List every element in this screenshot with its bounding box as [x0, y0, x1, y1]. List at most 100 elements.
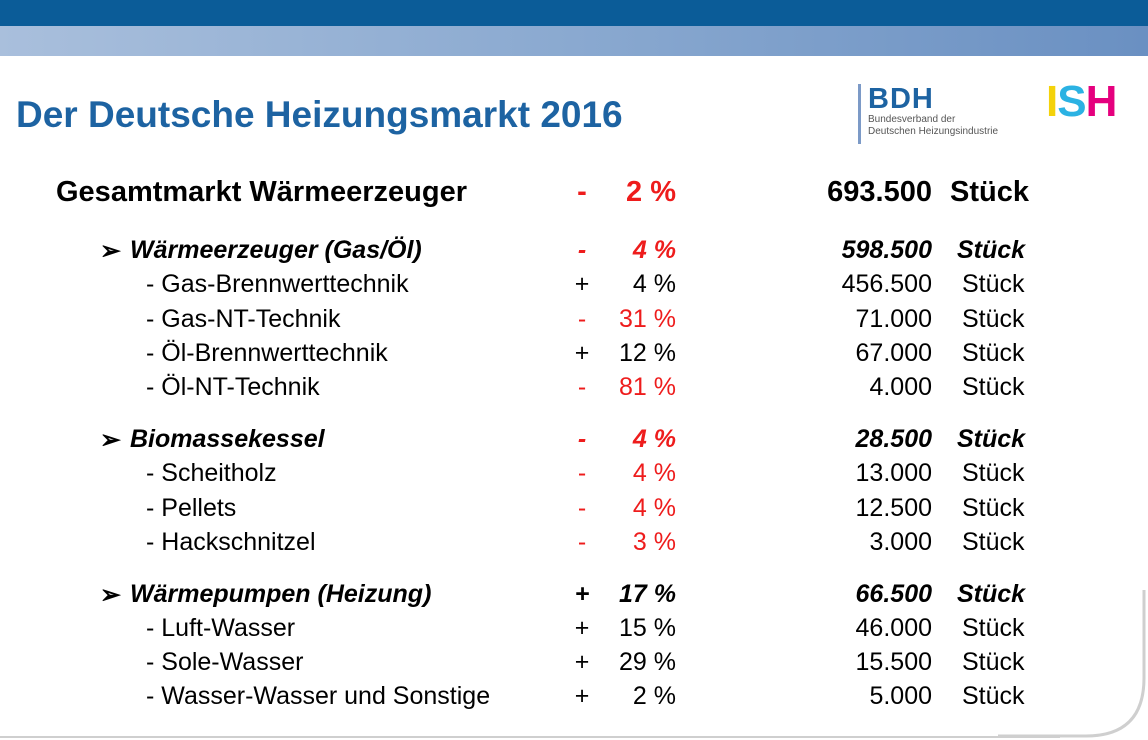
- total-unit: Stück: [950, 176, 1029, 208]
- header-band: [0, 0, 1148, 26]
- item-qty: 456.500: [841, 270, 932, 298]
- group-pct: 4 %: [632, 425, 676, 453]
- item-row: - Gas-NT-Technik - 31 % 71.000 Stück: [0, 305, 1148, 339]
- item-unit: Stück: [962, 682, 1025, 710]
- item-unit: Stück: [962, 459, 1025, 487]
- group-label: Wärmeerzeuger (Gas/Öl): [130, 236, 422, 264]
- arrow-bullet-icon: ➢: [100, 581, 121, 609]
- ish-logo-s: S: [1057, 77, 1086, 126]
- bdh-logo-subtitle-2: Deutschen Heizungsindustrie: [868, 126, 999, 137]
- item-label: - Luft-Wasser: [146, 614, 296, 642]
- item-row: - Sole-Wasser + 29 % 15.500 Stück: [0, 648, 1148, 682]
- item-row: - Pellets - 4 % 12.500 Stück: [0, 494, 1148, 528]
- item-pct: 4 %: [632, 494, 676, 522]
- item-qty: 12.500: [855, 494, 932, 522]
- item-unit: Stück: [962, 494, 1025, 522]
- item-qty: 3.000: [869, 528, 932, 556]
- item-sign: -: [577, 494, 587, 522]
- item-label: - Scheitholz: [146, 459, 277, 487]
- item-qty: 71.000: [855, 305, 932, 333]
- ish-logo-h: H: [1085, 77, 1118, 126]
- item-unit: Stück: [962, 614, 1025, 642]
- item-pct: 81 %: [619, 373, 676, 401]
- group-label: Wärmepumpen (Heizung): [130, 580, 432, 608]
- item-qty: 67.000: [855, 339, 932, 367]
- item-sign: +: [574, 648, 590, 676]
- item-row: - Öl-NT-Technik - 81 % 4.000 Stück: [0, 373, 1148, 407]
- item-row: - Wasser-Wasser und Sonstige + 2 % 5.000…: [0, 682, 1148, 716]
- arrow-bullet-icon: ➢: [100, 426, 121, 454]
- item-qty: 4.000: [869, 373, 932, 401]
- item-sign: -: [577, 528, 587, 556]
- item-label: - Gas-NT-Technik: [146, 305, 341, 333]
- bdh-logo-subtitle-1: Bundesverband der: [868, 114, 956, 125]
- item-pct: 31 %: [619, 305, 676, 333]
- bdh-logo: BDH Bundesverband der Deutschen Heizungs…: [858, 84, 1028, 144]
- item-qty: 13.000: [855, 459, 932, 487]
- item-row: - Öl-Brennwerttechnik + 12 % 67.000 Stüc…: [0, 339, 1148, 373]
- item-row: - Gas-Brennwerttechnik + 4 % 456.500 Stü…: [0, 270, 1148, 304]
- header-gradient-band: [0, 26, 1148, 56]
- item-unit: Stück: [962, 270, 1025, 298]
- group-unit: Stück: [957, 236, 1026, 264]
- group-qty: 66.500: [855, 580, 932, 608]
- item-sign: +: [574, 614, 590, 642]
- item-sign: +: [574, 339, 590, 367]
- slide-title: Der Deutsche Heizungsmarkt 2016: [16, 94, 623, 135]
- arrow-bullet-icon: ➢: [100, 237, 121, 265]
- bottom-divider: [0, 736, 1060, 738]
- item-qty: 15.500: [855, 648, 932, 676]
- ish-logo-i: I: [1046, 77, 1058, 126]
- item-sign: +: [574, 270, 590, 298]
- item-pct: 4 %: [632, 270, 676, 298]
- item-label: - Wasser-Wasser und Sonstige: [146, 682, 491, 710]
- item-pct: 2 %: [632, 682, 676, 710]
- group-qty: 598.500: [841, 236, 932, 264]
- item-label: - Öl-Brennwerttechnik: [146, 339, 388, 367]
- item-pct: 3 %: [632, 528, 676, 556]
- group-label: Biomassekessel: [130, 425, 325, 453]
- item-label: - Öl-NT-Technik: [146, 373, 320, 401]
- item-pct: 12 %: [619, 339, 676, 367]
- group-unit: Stück: [957, 580, 1026, 608]
- item-row: - Luft-Wasser + 15 % 46.000 Stück: [0, 614, 1148, 648]
- item-pct: 15 %: [619, 614, 676, 642]
- total-qty: 693.500: [827, 176, 932, 208]
- group-sign: -: [577, 236, 587, 264]
- item-unit: Stück: [962, 373, 1025, 401]
- group-row-waermepumpen: ➢ Wärmepumpen (Heizung) + 17 % 66.500 St…: [0, 580, 1148, 614]
- item-label: - Gas-Brennwerttechnik: [146, 270, 409, 298]
- item-sign: -: [577, 305, 587, 333]
- item-unit: Stück: [962, 305, 1025, 333]
- item-qty: 46.000: [855, 614, 932, 642]
- total-pct: 2 %: [626, 176, 676, 208]
- total-row: Gesamtmarkt Wärmeerzeuger - 2 % 693.500 …: [0, 176, 1148, 210]
- item-unit: Stück: [962, 339, 1025, 367]
- group-pct: 4 %: [632, 236, 676, 264]
- total-sign: -: [577, 176, 587, 208]
- item-sign: -: [577, 373, 587, 401]
- item-sign: +: [574, 682, 590, 710]
- item-sign: -: [577, 459, 587, 487]
- group-row-gas-oel: ➢ Wärmeerzeuger (Gas/Öl) - 4 % 598.500 S…: [0, 236, 1148, 270]
- item-label: - Pellets: [146, 494, 237, 522]
- ish-logo: ISH: [1046, 77, 1118, 126]
- group-pct: 17 %: [619, 580, 676, 608]
- item-pct: 29 %: [619, 648, 676, 676]
- item-unit: Stück: [962, 528, 1025, 556]
- item-unit: Stück: [962, 648, 1025, 676]
- group-unit: Stück: [957, 425, 1026, 453]
- item-label: - Sole-Wasser: [146, 648, 304, 676]
- item-row: - Hackschnitzel - 3 % 3.000 Stück: [0, 528, 1148, 562]
- group-sign: -: [577, 425, 587, 453]
- bdh-logo-word: BDH: [868, 83, 934, 115]
- item-label: - Hackschnitzel: [146, 528, 316, 556]
- total-label: Gesamtmarkt Wärmeerzeuger: [56, 176, 468, 208]
- group-row-biomasse: ➢ Biomassekessel - 4 % 28.500 Stück: [0, 425, 1148, 459]
- group-sign: +: [574, 580, 590, 608]
- group-qty: 28.500: [855, 425, 932, 453]
- item-qty: 5.000: [869, 682, 932, 710]
- item-row: - Scheitholz - 4 % 13.000 Stück: [0, 459, 1148, 493]
- item-pct: 4 %: [632, 459, 676, 487]
